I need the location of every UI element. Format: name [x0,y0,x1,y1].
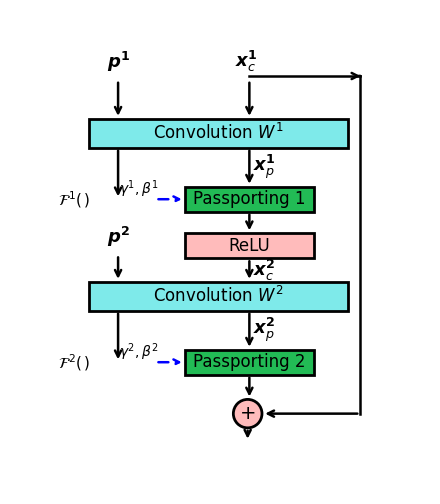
Ellipse shape [233,399,262,428]
Text: $\boldsymbol{p}^{\mathbf{1}}$: $\boldsymbol{p}^{\mathbf{1}}$ [106,50,130,74]
Text: $\mathcal{F}^{2}(\,)$: $\mathcal{F}^{2}(\,)$ [58,352,90,372]
Text: $\mathcal{F}^{1}(\,)$: $\mathcal{F}^{1}(\,)$ [58,189,90,210]
Text: $+$: $+$ [239,404,256,423]
Text: Passporting 2: Passporting 2 [193,353,306,371]
Text: ReLU: ReLU [228,237,270,255]
Text: $\gamma^{2},\beta^{2}$: $\gamma^{2},\beta^{2}$ [119,342,158,363]
FancyBboxPatch shape [185,350,314,375]
Text: $\boldsymbol{x}_p^{\mathbf{1}}$: $\boldsymbol{x}_p^{\mathbf{1}}$ [253,153,275,181]
FancyBboxPatch shape [185,233,314,259]
FancyBboxPatch shape [89,119,348,148]
Text: Convolution $W^{2}$: Convolution $W^{2}$ [154,286,284,306]
Text: $\gamma^{1},\beta^{1}$: $\gamma^{1},\beta^{1}$ [119,179,158,200]
FancyBboxPatch shape [185,186,314,212]
FancyBboxPatch shape [89,282,348,311]
Text: Convolution $W^{1}$: Convolution $W^{1}$ [154,123,284,143]
Text: $\boldsymbol{x}_c^{\mathbf{2}}$: $\boldsymbol{x}_c^{\mathbf{2}}$ [253,258,275,283]
Text: $\boldsymbol{x}_c^{\mathbf{1}}$: $\boldsymbol{x}_c^{\mathbf{1}}$ [235,49,257,74]
Text: $\boldsymbol{x}_p^{\mathbf{2}}$: $\boldsymbol{x}_p^{\mathbf{2}}$ [253,316,275,344]
Text: $\boldsymbol{p}^{\mathbf{2}}$: $\boldsymbol{p}^{\mathbf{2}}$ [106,225,129,248]
Text: Passporting 1: Passporting 1 [193,190,306,208]
